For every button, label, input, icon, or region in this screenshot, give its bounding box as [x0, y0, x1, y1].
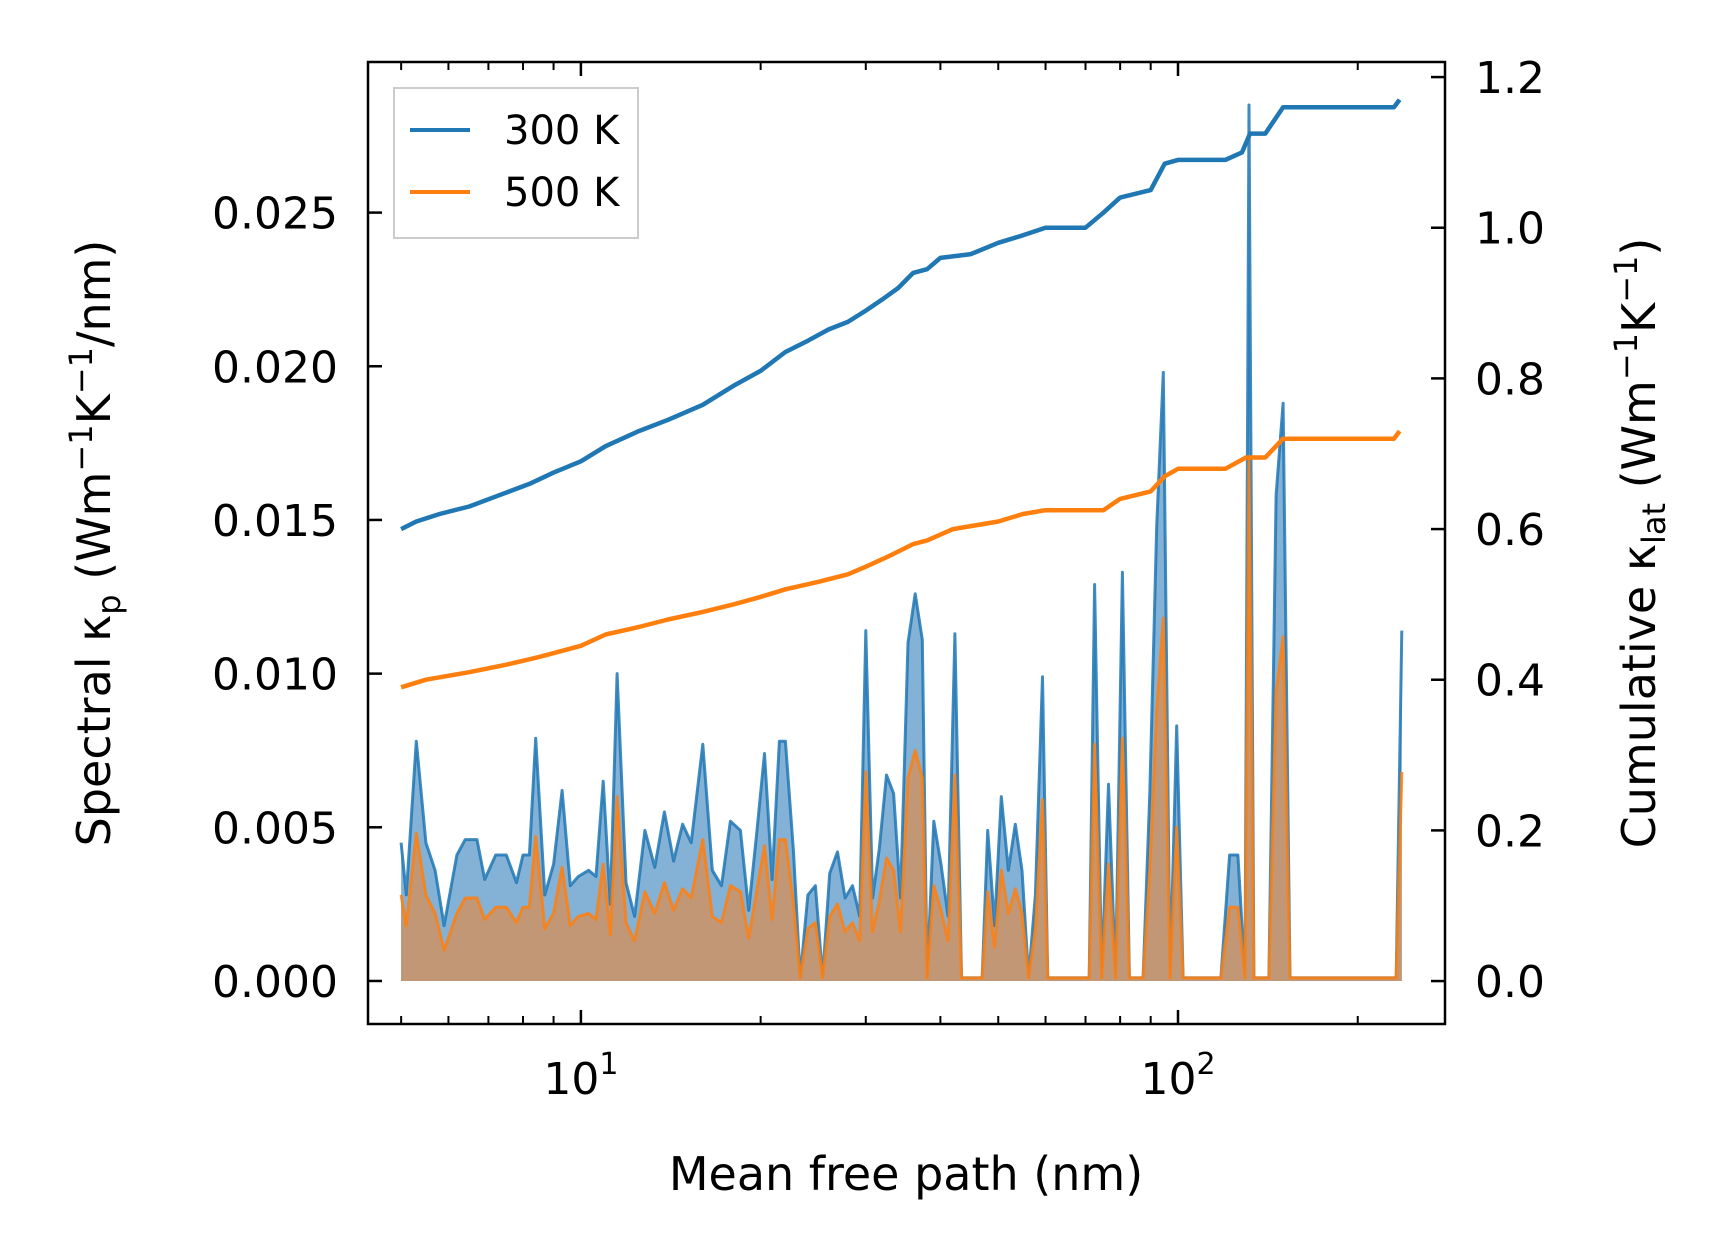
plot-frame: [366, 60, 1447, 1026]
legend-label-500k: 500 K: [504, 170, 621, 216]
ticks: 0.000 0.005 0.010 0.015 0.020 0.025 0.0 0.2 0.4 0…: [212, 53, 1545, 1105]
y-axis-left-title: Spectral κp (Wm−1K−1/nm): [62, 240, 128, 847]
y-right-tick-label: 0.4: [1475, 656, 1545, 707]
y-right-tick-label: 0.2: [1475, 806, 1545, 857]
y-left-tick-label: 0.010: [212, 650, 338, 701]
y-left-tick-label: 0.025: [212, 189, 338, 240]
cumulative-line-300k: [400, 98, 1402, 532]
x-tick-label: 101: [543, 1047, 618, 1105]
y-left-tick-label: 0.000: [212, 957, 338, 1008]
y-right-tick-label: 1.0: [1475, 204, 1545, 255]
y-left-tick-label: 0.020: [212, 342, 338, 393]
y-right-tick-label: 0.6: [1475, 505, 1545, 556]
y-left-tick-label: 0.015: [212, 496, 338, 547]
y-right-tick-label: 1.2: [1475, 53, 1545, 104]
legend-box: [393, 87, 639, 239]
y-right-tick-label: 0.8: [1475, 354, 1545, 405]
series-lines: [400, 98, 1402, 690]
y-right-tick-label: 0.0: [1475, 957, 1545, 1008]
cumulative-line-500k: [400, 429, 1402, 690]
spectral-fills: [399, 103, 1404, 981]
legend-label-300k: 300 K: [504, 108, 621, 154]
x-axis-title: Mean free path (nm): [669, 1147, 1143, 1201]
x-tick-label: 102: [1140, 1047, 1215, 1105]
legend: 300 K 500 K: [393, 87, 639, 239]
spectral-line-500k: [399, 457, 1404, 980]
y-axis-right-title: Cumulative κlat (Wm−1K−1): [1607, 238, 1673, 849]
y-left-tick-label: 0.005: [212, 803, 338, 854]
